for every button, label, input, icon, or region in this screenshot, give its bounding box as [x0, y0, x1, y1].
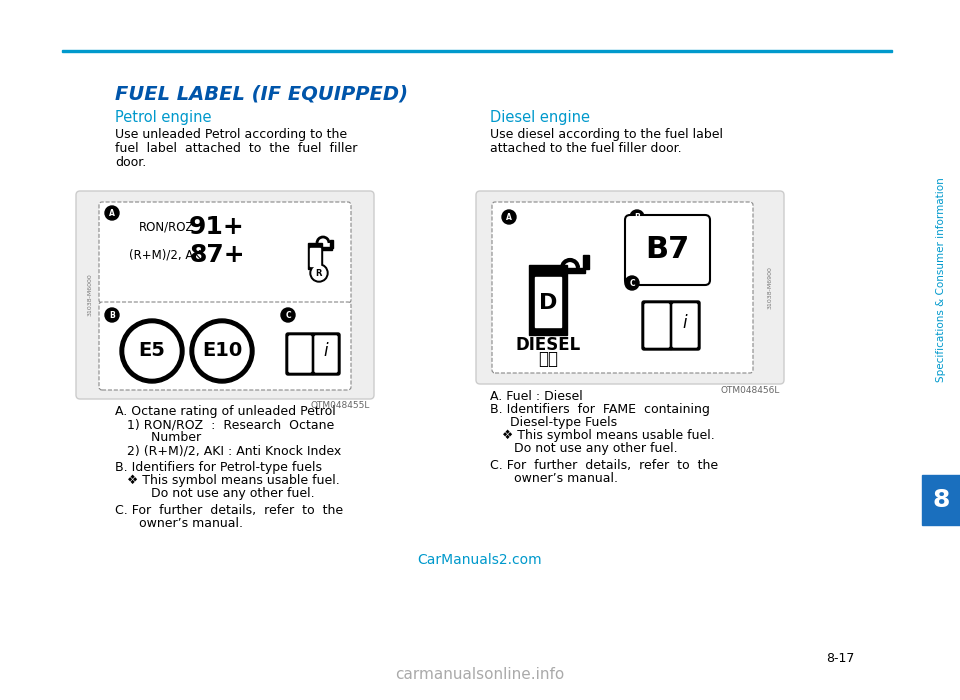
Text: 1) RON/ROZ  :  Research  Octane: 1) RON/ROZ : Research Octane: [115, 418, 334, 431]
Text: fuel  label  attached  to  the  fuel  filler: fuel label attached to the fuel filler: [115, 142, 357, 155]
FancyBboxPatch shape: [286, 333, 314, 375]
Text: FUEL LABEL (IF EQUIPPED): FUEL LABEL (IF EQUIPPED): [115, 85, 408, 104]
Text: Use diesel according to the fuel label: Use diesel according to the fuel label: [490, 128, 723, 141]
Text: ❖ This symbol means usable fuel.: ❖ This symbol means usable fuel.: [490, 429, 715, 442]
FancyBboxPatch shape: [642, 301, 672, 350]
Circle shape: [195, 324, 249, 378]
Text: A. Octane rating of unleaded Petrol: A. Octane rating of unleaded Petrol: [115, 405, 336, 418]
Text: Use unleaded Petrol according to the: Use unleaded Petrol according to the: [115, 128, 348, 141]
Bar: [922, 475, 960, 525]
Text: E10: E10: [202, 342, 242, 360]
Circle shape: [630, 210, 644, 224]
Bar: [308, 243, 322, 269]
Text: E5: E5: [138, 342, 165, 360]
Text: C. For  further  details,  refer  to  the: C. For further details, refer to the: [490, 459, 718, 472]
Text: C: C: [629, 279, 635, 288]
Text: D: D: [539, 293, 557, 313]
Text: Do not use any other fuel.: Do not use any other fuel.: [115, 487, 315, 500]
Text: A. Fuel : Diesel: A. Fuel : Diesel: [490, 390, 583, 403]
Circle shape: [105, 206, 119, 220]
Text: R: R: [316, 269, 323, 277]
FancyBboxPatch shape: [315, 336, 337, 372]
Text: Do not use any other fuel.: Do not use any other fuel.: [490, 442, 678, 455]
Circle shape: [281, 308, 295, 322]
Circle shape: [502, 210, 516, 224]
Text: i: i: [683, 314, 687, 332]
Bar: [567, 268, 585, 273]
Text: OTM048455L: OTM048455L: [311, 401, 370, 410]
Text: 8-17: 8-17: [826, 652, 854, 665]
Text: B. Identifiers for Petrol-type fuels: B. Identifiers for Petrol-type fuels: [115, 461, 322, 474]
Text: B7: B7: [645, 235, 689, 265]
Text: ❖ This symbol means usable fuel.: ❖ This symbol means usable fuel.: [115, 474, 340, 487]
Text: CarManuals2.com: CarManuals2.com: [418, 553, 542, 567]
Circle shape: [312, 266, 326, 280]
FancyBboxPatch shape: [76, 191, 374, 399]
Text: 2) (R+M)/2, AKI : Anti Knock Index: 2) (R+M)/2, AKI : Anti Knock Index: [115, 444, 341, 457]
Text: OTM048456L: OTM048456L: [721, 386, 780, 395]
FancyBboxPatch shape: [673, 304, 697, 347]
Text: Diesel engine: Diesel engine: [490, 110, 590, 125]
Text: C. For  further  details,  refer  to  the: C. For further details, refer to the: [115, 504, 343, 517]
Text: A: A: [109, 209, 115, 218]
FancyBboxPatch shape: [625, 215, 710, 285]
FancyBboxPatch shape: [670, 301, 700, 350]
FancyBboxPatch shape: [492, 202, 753, 373]
Circle shape: [190, 319, 254, 383]
Text: Diesel-type Fuels: Diesel-type Fuels: [490, 416, 617, 429]
Text: Specifications & Consumer information: Specifications & Consumer information: [936, 178, 946, 382]
Circle shape: [105, 308, 119, 322]
Text: Number: Number: [115, 431, 202, 444]
FancyBboxPatch shape: [476, 191, 784, 384]
Text: 91+: 91+: [189, 215, 245, 239]
Text: 8: 8: [932, 488, 949, 512]
Text: 31038-M6900: 31038-M6900: [767, 267, 773, 309]
Bar: [529, 265, 567, 335]
Text: door.: door.: [115, 156, 146, 169]
Circle shape: [310, 264, 328, 282]
Text: owner’s manual.: owner’s manual.: [115, 517, 243, 530]
Text: C: C: [285, 311, 291, 319]
Text: attached to the fuel filler door.: attached to the fuel filler door.: [490, 142, 682, 155]
Text: 경유: 경유: [538, 350, 558, 368]
Circle shape: [120, 319, 184, 383]
Bar: [583, 255, 589, 269]
Bar: [330, 240, 333, 248]
Text: 31038-M6000: 31038-M6000: [87, 274, 92, 316]
Bar: [310, 248, 320, 266]
Circle shape: [625, 276, 639, 290]
Text: B: B: [635, 213, 640, 221]
Bar: [322, 247, 332, 250]
Bar: [535, 277, 561, 327]
Text: DIESEL: DIESEL: [516, 336, 581, 354]
Text: owner’s manual.: owner’s manual.: [490, 472, 618, 485]
FancyBboxPatch shape: [645, 304, 669, 347]
Text: 87+: 87+: [189, 243, 245, 267]
FancyBboxPatch shape: [312, 333, 340, 375]
FancyBboxPatch shape: [99, 302, 351, 390]
Text: Petrol engine: Petrol engine: [115, 110, 211, 125]
Text: B: B: [109, 311, 115, 319]
Text: carmanualsonline.info: carmanualsonline.info: [396, 667, 564, 682]
Text: A: A: [506, 213, 512, 221]
Text: i: i: [324, 342, 328, 360]
Bar: [62, 50, 892, 52]
Circle shape: [125, 324, 179, 378]
Text: (R+M)/2, AKI: (R+M)/2, AKI: [130, 248, 204, 262]
FancyBboxPatch shape: [99, 202, 351, 303]
Text: RON/ROZ: RON/ROZ: [139, 220, 195, 234]
FancyBboxPatch shape: [289, 336, 311, 372]
Text: B. Identifiers  for  FAME  containing: B. Identifiers for FAME containing: [490, 403, 709, 416]
